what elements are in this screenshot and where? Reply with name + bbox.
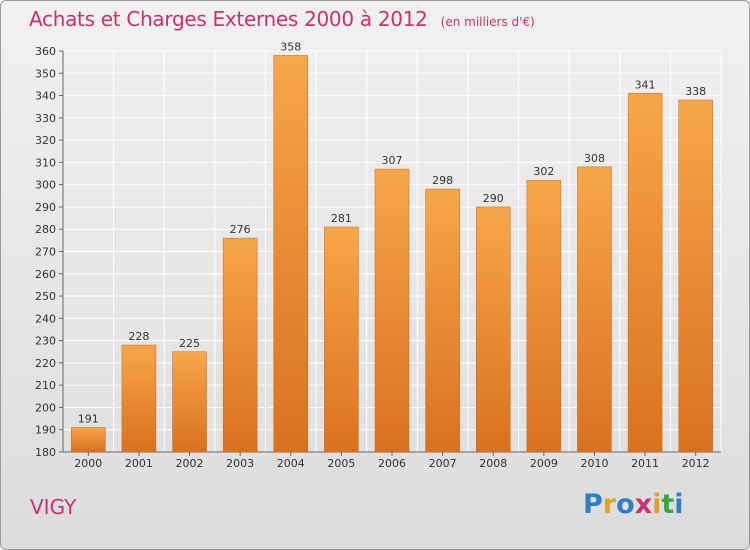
- data-label: 341: [635, 78, 656, 91]
- x-tick-label: 2005: [327, 457, 355, 470]
- chart-title: Achats et Charges Externes 2000 à 2012: [29, 7, 428, 31]
- data-label: 276: [230, 223, 251, 236]
- bar-2000: [71, 427, 106, 453]
- data-label: 302: [533, 165, 554, 178]
- y-tick-label: 290: [35, 201, 56, 214]
- data-label: 225: [179, 337, 200, 350]
- y-tick-label: 360: [35, 45, 56, 58]
- y-tick-label: 310: [35, 156, 56, 169]
- bar-2007: [425, 188, 460, 453]
- proxiti-logo[interactable]: Proxiti: [583, 489, 684, 520]
- x-tick-label: 2000: [74, 457, 102, 470]
- y-tick-label: 340: [35, 90, 56, 103]
- data-label: 298: [432, 174, 453, 187]
- chart-subtitle: (en milliers d'€): [440, 15, 535, 29]
- data-label: 281: [331, 212, 352, 225]
- bar-2008: [475, 206, 511, 453]
- bar-2006: [374, 168, 410, 453]
- y-tick-label: 300: [35, 179, 56, 192]
- y-tick-label: 220: [35, 357, 56, 370]
- title-row: Achats et Charges Externes 2000 à 2012 (…: [29, 7, 535, 31]
- logo-letter: o: [616, 489, 635, 520]
- y-tick-label: 250: [35, 290, 56, 303]
- data-label: 191: [78, 412, 99, 425]
- x-axis-ticks: 2000 2001 2002 2003 2004 2005 2006 2007 2008 2009…: [74, 452, 710, 470]
- logo-letter: r: [602, 489, 617, 520]
- bars: [71, 55, 713, 453]
- bar-2011: [627, 93, 663, 453]
- y-tick-label: 240: [35, 312, 56, 325]
- logo-letter: P: [583, 489, 603, 520]
- bar-2012: [678, 99, 713, 453]
- y-tick-label: 280: [35, 223, 56, 236]
- x-tick-label: 2009: [530, 457, 558, 470]
- y-tick-label: 270: [35, 246, 56, 259]
- x-tick-label: 2012: [682, 457, 710, 470]
- bar-2005: [324, 226, 359, 453]
- x-tick-label: 2007: [429, 457, 457, 470]
- x-tick-label: 2010: [580, 457, 608, 470]
- y-tick-label: 200: [35, 401, 56, 414]
- bar-2003: [222, 237, 258, 453]
- y-tick-label: 180: [35, 446, 56, 459]
- data-label: 358: [280, 40, 301, 53]
- logo-letter: i: [652, 489, 662, 520]
- commune-name: VIGY: [30, 495, 77, 519]
- logo-letter: i: [674, 489, 684, 520]
- y-tick-label: 190: [35, 424, 56, 437]
- bar-2010: [577, 166, 612, 453]
- x-tick-label: 2003: [226, 457, 254, 470]
- y-tick-label: 210: [35, 379, 56, 392]
- x-tick-label: 2011: [631, 457, 659, 470]
- bar-2009: [526, 179, 562, 453]
- y-tick-label: 260: [35, 268, 56, 281]
- logo-letter: x: [634, 489, 653, 520]
- y-tick-label: 230: [35, 335, 56, 348]
- data-label: 338: [685, 85, 706, 98]
- data-label: 228: [128, 330, 149, 343]
- data-label: 307: [382, 154, 403, 167]
- y-axis-ticks: 180 190 200 210 220 230 240 250 260 270 280 290 300 3…: [35, 45, 63, 459]
- x-tick-label: 2004: [277, 457, 305, 470]
- x-tick-label: 2006: [378, 457, 406, 470]
- data-label: 290: [483, 192, 504, 205]
- y-tick-label: 330: [35, 112, 56, 125]
- y-tick-label: 350: [35, 67, 56, 80]
- x-tick-label: 2002: [176, 457, 204, 470]
- data-label: 308: [584, 152, 605, 165]
- data-labels: 191 228 225 276 358 281 307 298 290 302 308 341 338: [78, 40, 706, 425]
- bar-2002: [172, 351, 207, 453]
- y-tick-label: 320: [35, 134, 56, 147]
- x-tick-label: 2001: [125, 457, 153, 470]
- logo-letter: t: [661, 489, 675, 520]
- x-tick-label: 2008: [479, 457, 507, 470]
- bar-2001: [121, 344, 157, 453]
- bar-2004: [273, 55, 309, 453]
